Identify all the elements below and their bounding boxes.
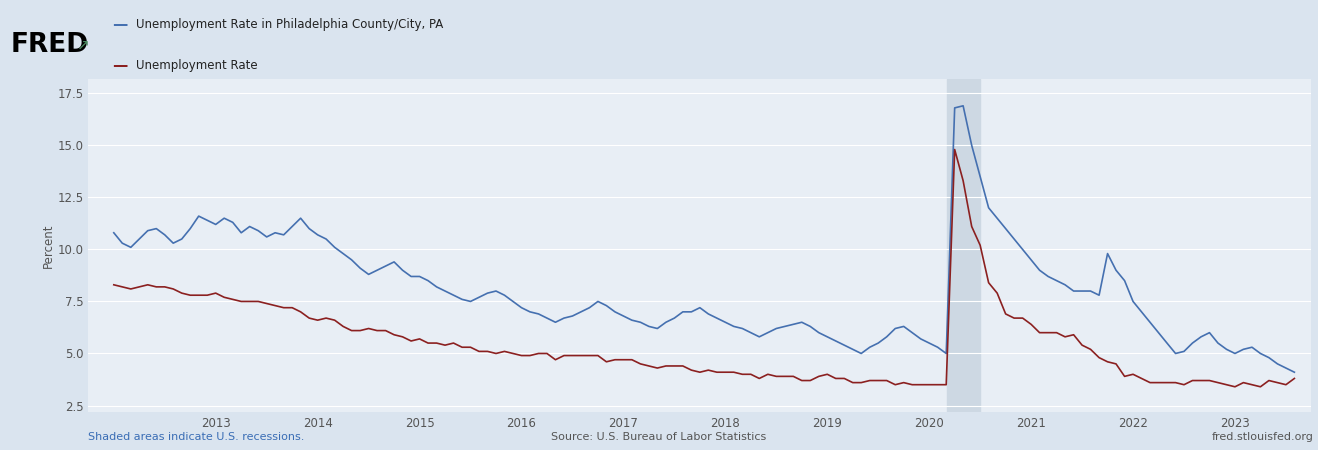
Text: —: — [112,58,128,73]
Text: Unemployment Rate in Philadelphia County/City, PA: Unemployment Rate in Philadelphia County… [136,18,443,31]
Text: ↗: ↗ [76,37,90,53]
Text: FRED: FRED [11,32,88,58]
Text: —: — [112,17,128,32]
Bar [946,79,981,412]
Text: Shaded areas indicate U.S. recessions.: Shaded areas indicate U.S. recessions. [88,432,304,442]
Text: Source: U.S. Bureau of Labor Statistics: Source: U.S. Bureau of Labor Statistics [551,432,767,442]
Y-axis label: Percent: Percent [42,223,54,267]
Text: fred.stlouisfed.org: fred.stlouisfed.org [1213,432,1314,442]
Text: Unemployment Rate: Unemployment Rate [136,59,257,72]
